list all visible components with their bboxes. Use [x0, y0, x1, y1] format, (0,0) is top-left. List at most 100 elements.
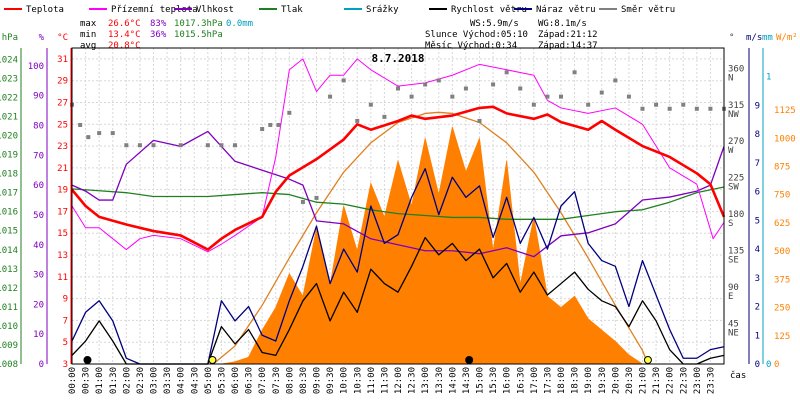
axis-wind-tick: 5 — [755, 216, 760, 226]
axis-solar-tick: 1125 — [774, 106, 796, 116]
stat-row-label: max — [80, 19, 97, 29]
axis-pressure-tick: 1009 — [0, 341, 18, 351]
axis-x-tick: 22:30 — [679, 367, 689, 394]
axis-x-tick: 00:00 — [68, 367, 78, 394]
axis-pressure-tick: 1024 — [0, 55, 18, 65]
legend-label: Tlak — [281, 5, 303, 15]
sunrise-marker — [208, 356, 217, 364]
axis-x-tick: 02:00 — [122, 367, 132, 394]
axis-pressure-tick: 1015 — [0, 227, 18, 237]
legend-label: Přízemní teplota — [111, 5, 198, 15]
axis-x-tick: 08:00 — [285, 367, 295, 394]
moonset-marker — [465, 356, 474, 364]
legend-label: Náraz větru — [536, 5, 596, 15]
sun-moon-info: WS:5.9m/s WG:8.1m/s Slunce Východ:05:10 Záp… — [425, 19, 598, 51]
wind-dir-point — [97, 131, 102, 136]
axis-wind-tick: 4 — [755, 245, 760, 255]
axis-direction-label: N — [728, 73, 733, 83]
wind-dir-point — [518, 86, 523, 91]
axis-wind-tick: 1 — [755, 331, 760, 341]
axis-solar-tick: 1000 — [774, 134, 796, 144]
axis-direction-tick: 225 — [728, 174, 744, 184]
wind-dir-point — [450, 94, 455, 99]
axis-x-tick: 14:00 — [448, 367, 458, 394]
legend-label: Teplota — [26, 5, 64, 15]
wind-dir-point — [178, 143, 183, 148]
stat-pressure: 1015.5hPa — [174, 30, 223, 40]
wind-dir-point — [341, 78, 346, 83]
axis-x-tick: 20:30 — [625, 367, 635, 394]
axis-humidity-tick: 70 — [33, 151, 44, 161]
axis-x-tick: 17:00 — [530, 367, 540, 394]
axis-temperature-tick: 15 — [57, 229, 68, 239]
wind-dir-point — [531, 102, 536, 107]
wind-dir-point — [708, 106, 713, 111]
legend-label: Směr větru — [621, 5, 675, 15]
axis-direction-tick: 270 — [728, 137, 744, 147]
wind-dir-point — [409, 94, 414, 99]
axis-solar-tick: 625 — [774, 219, 790, 229]
axis-temperature-tick: 27 — [57, 98, 68, 108]
axis-x-tick: 21:00 — [639, 367, 649, 394]
wind-dir-point — [137, 143, 142, 148]
axis-wind-unit: m/s — [746, 33, 762, 43]
wind-dir-point — [368, 102, 373, 107]
axis-x-tick: 12:00 — [394, 367, 404, 394]
axis-x-tick: 17:30 — [543, 367, 553, 394]
info-moon-set: Západ:14:37 — [538, 41, 598, 51]
axis-temperature-tick: 29 — [57, 77, 68, 87]
axis-x-tick: 18:30 — [571, 367, 581, 394]
moonrise-marker — [83, 356, 92, 364]
axis-temperature-unit: °C — [57, 33, 68, 43]
axis-x-tick: 03:30 — [163, 367, 173, 394]
axis-temperature-tick: 13 — [57, 251, 68, 261]
wind-dir-point — [545, 94, 550, 99]
stat-row-label: min — [80, 30, 96, 40]
axis-x-tick: 09:00 — [313, 367, 323, 394]
axis-solar-unit: W/m² — [776, 33, 798, 43]
legend-label: Rychlost větru — [451, 5, 527, 15]
axis-solar-tick: 125 — [774, 332, 790, 342]
axis-x-tick: 13:30 — [435, 367, 445, 394]
axis-wind-tick: 9 — [755, 101, 760, 111]
series-temperature-line — [71, 105, 726, 251]
axis-humidity-tick: 40 — [33, 241, 44, 251]
axis-pressure-tick: 1018 — [0, 170, 18, 180]
wind-dir-point — [436, 78, 441, 83]
wind-dir-point — [233, 143, 237, 148]
axis-x-tick: 06:00 — [231, 367, 241, 394]
stat-pressure: 1017.3hPa — [174, 19, 223, 29]
axis-x-tick: 00:30 — [82, 367, 92, 394]
wind-dir-point — [572, 70, 577, 75]
stat-humidity: 36% — [150, 30, 167, 40]
axis-x-tick: 13:00 — [421, 367, 431, 394]
axis-x-tick: 21:30 — [652, 367, 662, 394]
axis-x-tick: 04:00 — [177, 367, 187, 394]
axis-x-tick: 11:30 — [380, 367, 390, 394]
stat-temp: 26.6°C — [108, 19, 141, 29]
axis-humidity-tick: 80 — [33, 122, 44, 132]
wind-dir-point — [559, 94, 563, 99]
wind-dir-point — [613, 78, 618, 83]
axis-x-tick: 15:30 — [489, 367, 499, 394]
wind-dir-point — [268, 122, 273, 127]
axis-direction-label: SE — [728, 256, 739, 266]
wind-dir-point — [110, 131, 115, 136]
series-pressure-line — [71, 186, 725, 220]
axis-x-tick: 14:30 — [462, 367, 472, 394]
axis-x-tick: 05:30 — [217, 367, 227, 394]
axis-humidity-tick: 20 — [33, 300, 44, 310]
plot-frame — [71, 47, 725, 365]
chart-title: 8.7.2018 — [372, 52, 425, 65]
axis-pressure-tick: 1016 — [0, 208, 18, 218]
axis-pressure-tick: 1014 — [0, 246, 18, 256]
axis-x-tick: 19:00 — [584, 367, 594, 394]
wind-dir-point — [396, 86, 400, 91]
stats-panel: max 26.6°C 83% 1017.3hPa 0.0mm min 13.4°C 36% 10… — [80, 19, 253, 51]
axis-x-tick: 01:30 — [109, 367, 119, 394]
axis-humidity-tick: 50 — [33, 211, 44, 221]
stat-rain: 0.0mm — [226, 19, 253, 29]
